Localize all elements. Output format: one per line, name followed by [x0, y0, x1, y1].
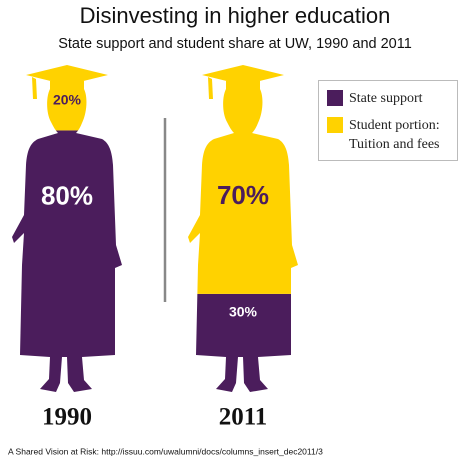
value-label: 20% [53, 92, 82, 108]
x-tick-label: 1990 [42, 404, 92, 431]
figure [12, 65, 122, 392]
source: A Shared Vision at Risk: http://issuu.co… [8, 446, 323, 456]
legend: State support Student portion: Tuition an… [318, 80, 458, 161]
figure [188, 65, 298, 392]
legend-swatch [327, 90, 343, 106]
legend-label: Student portion: Tuition and fees [349, 118, 440, 152]
legend-item: Student portion: Tuition and fees [327, 116, 453, 154]
legend-label: State support [349, 91, 423, 106]
legend-item: State support [327, 89, 453, 108]
chart-title: Disinvesting in higher education [80, 3, 391, 28]
value-label: 70% [217, 180, 269, 210]
x-tick-label: 2011 [219, 404, 268, 431]
legend-swatch [327, 117, 343, 133]
value-label: 30% [229, 304, 258, 320]
figure-segment [12, 130, 122, 392]
value-label: 80% [41, 180, 93, 210]
chart-subtitle: State support and student share at UW, 1… [58, 36, 412, 52]
